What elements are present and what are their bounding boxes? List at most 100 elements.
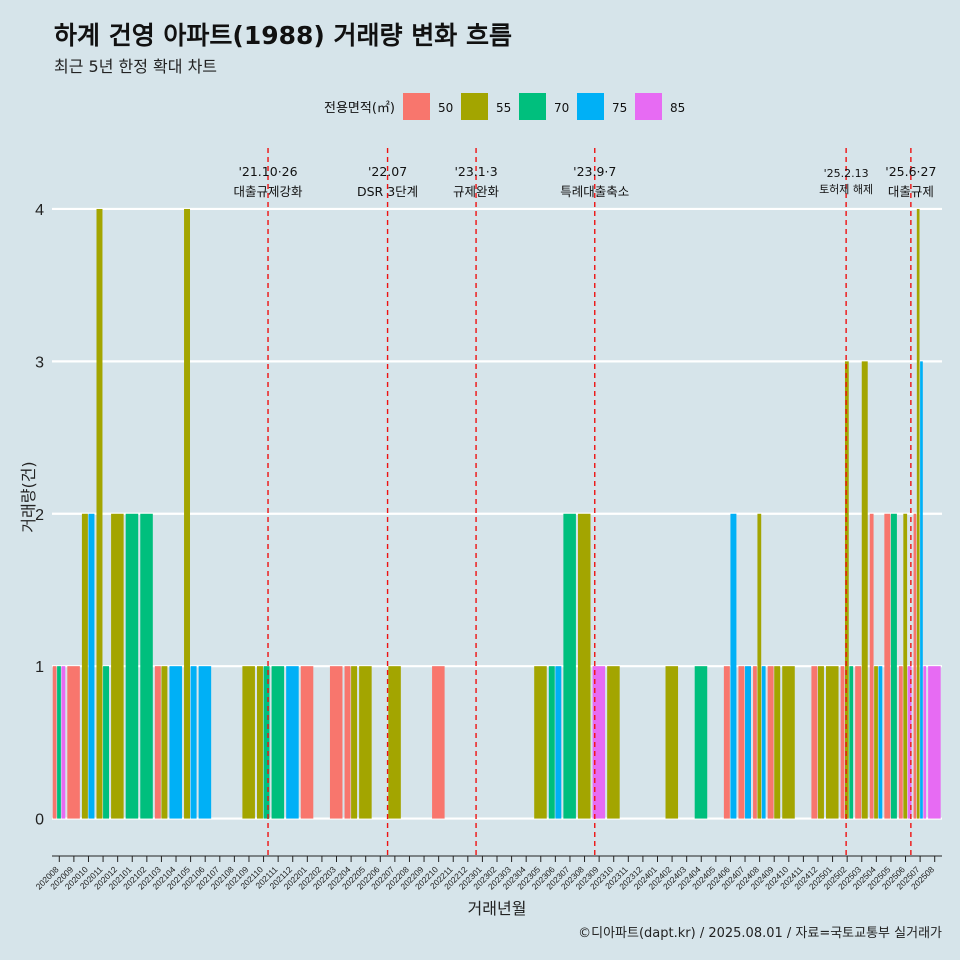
- bar-202205-55: [359, 666, 372, 819]
- bar-202412-55: [817, 666, 824, 819]
- bar-202204-50: [344, 666, 351, 819]
- bar-202408-75: [761, 666, 766, 819]
- bar-202309-85: [592, 666, 606, 819]
- event-date-label: '23.1·3: [454, 164, 497, 179]
- bar-202501-55: [826, 666, 839, 819]
- bar-202103-50: [154, 666, 161, 819]
- bar-202011-55: [96, 208, 103, 819]
- bar-202506-55: [903, 513, 908, 819]
- bar-202409-55: [774, 666, 781, 819]
- event-date-label: '21.10·26: [238, 164, 297, 179]
- bar-202102-70: [140, 513, 153, 819]
- bar-202503-55: [861, 361, 868, 819]
- bar-202201-50: [300, 666, 314, 819]
- event-lines: '21.10·26 대출규제강화 '22.07 DSR 3단계 '23.1·3 규제완화 '…: [234, 148, 936, 856]
- bar-202406-75: [730, 513, 737, 819]
- y-tick-label: 2: [35, 507, 44, 524]
- bar-202503-50: [855, 666, 862, 819]
- bar-202409-50: [767, 666, 774, 819]
- bar-202507-50: [913, 513, 917, 819]
- y-tick-label: 3: [35, 354, 44, 371]
- bar-202308-55: [577, 513, 591, 819]
- bar-202307-70: [563, 513, 576, 819]
- legend: 전용면적(㎡) 50 55 70 75 85: [324, 93, 685, 120]
- bar-202408-55: [757, 513, 762, 819]
- bar-202203-50: [329, 666, 343, 819]
- bar-202010-75: [88, 513, 95, 819]
- bar-202404-70: [694, 666, 708, 819]
- bar-202204-55: [351, 666, 358, 819]
- bar-202407-75: [745, 666, 751, 819]
- chart-title: 하계 건영 아파트(1988) 거래량 변화 흐름: [54, 21, 512, 50]
- bar-202506-85: [907, 666, 912, 819]
- event-date-label: '25.6·27: [885, 164, 936, 179]
- bar-202502-55: [844, 361, 849, 819]
- event-name-label: DSR 3단계: [357, 184, 418, 199]
- x-axis-title: 거래년월: [468, 899, 527, 918]
- event-name-label: 대출규제: [888, 184, 934, 199]
- chart-subtitle: 최근 5년 한정 확대 차트: [54, 57, 218, 76]
- bar-202112-75: [286, 666, 299, 819]
- y-axis-title: 거래량(건): [19, 461, 38, 532]
- bar-202306-75: [555, 666, 562, 819]
- bar-202012-55: [111, 513, 124, 819]
- bar-202207-55: [388, 666, 401, 819]
- event-date-label: '22.07: [368, 164, 407, 179]
- legend-swatch-70: [519, 93, 546, 120]
- bar-202210-50: [432, 666, 445, 819]
- y-tick-label: 0: [35, 812, 44, 829]
- bar-202504-75: [878, 666, 883, 819]
- bar-202502-70: [849, 666, 854, 819]
- bar-202011-70: [103, 666, 110, 819]
- bar-202008-70: [57, 666, 61, 819]
- bar-202105-75: [190, 666, 197, 819]
- bar-202505-70: [890, 513, 897, 819]
- y-tick-label: 1: [35, 659, 44, 676]
- legend-title: 전용면적(㎡): [324, 101, 395, 116]
- bar-202110-70: [263, 666, 270, 819]
- legend-label-70: 70: [554, 101, 569, 115]
- bar-202306-70: [548, 666, 555, 819]
- bar-202010-55: [81, 513, 88, 819]
- bar-202507-85: [923, 666, 927, 819]
- bar-202110-55: [256, 666, 263, 819]
- bar-202408-50: [753, 666, 757, 819]
- bar-202504-55: [874, 666, 878, 819]
- bar-202505-50: [884, 513, 891, 819]
- bar-202410-55: [782, 666, 795, 819]
- legend-swatch-75: [577, 93, 604, 120]
- bar-202504-50: [869, 513, 874, 819]
- legend-swatch-55: [461, 93, 488, 120]
- bar-202101-70: [125, 513, 139, 819]
- legend-label-50: 50: [438, 101, 453, 115]
- event-name-label: 토허제 해제: [819, 182, 873, 196]
- event-name-label: 대출규제강화: [234, 184, 304, 199]
- caption: ©디아파트(dapt.kr) / 2025.08.01 / 자료=국토교통부 실…: [578, 926, 942, 941]
- bar-202111-70: [271, 666, 285, 819]
- legend-label-75: 75: [612, 101, 627, 115]
- bar-202506-50: [898, 666, 903, 819]
- bar-202009-50: [67, 666, 80, 819]
- bar-202105-55: [184, 208, 191, 819]
- bar-202106-75: [198, 666, 212, 819]
- bar-202305-55: [534, 666, 547, 819]
- bar-202104-75: [169, 666, 182, 819]
- event-date-label: '25.2.13: [824, 167, 869, 180]
- bar-202402-55: [665, 666, 679, 819]
- bar-202109-55: [242, 666, 255, 819]
- bar-202507-55: [916, 208, 920, 819]
- bar-202103-55: [161, 666, 168, 819]
- bar-202008-50: [52, 666, 57, 819]
- y-tick-label: 4: [35, 202, 44, 219]
- bars: [52, 208, 941, 819]
- bar-202412-50: [811, 666, 818, 819]
- bar-202502-50: [840, 666, 845, 819]
- legend-label-55: 55: [496, 101, 511, 115]
- legend-swatch-85: [635, 93, 662, 120]
- event-date-label: '23.9·7: [573, 164, 616, 179]
- legend-label-85: 85: [670, 101, 685, 115]
- bar-202406-50: [723, 666, 730, 819]
- legend-swatch-50: [403, 93, 430, 120]
- event-name-label: 규제완화: [453, 184, 500, 199]
